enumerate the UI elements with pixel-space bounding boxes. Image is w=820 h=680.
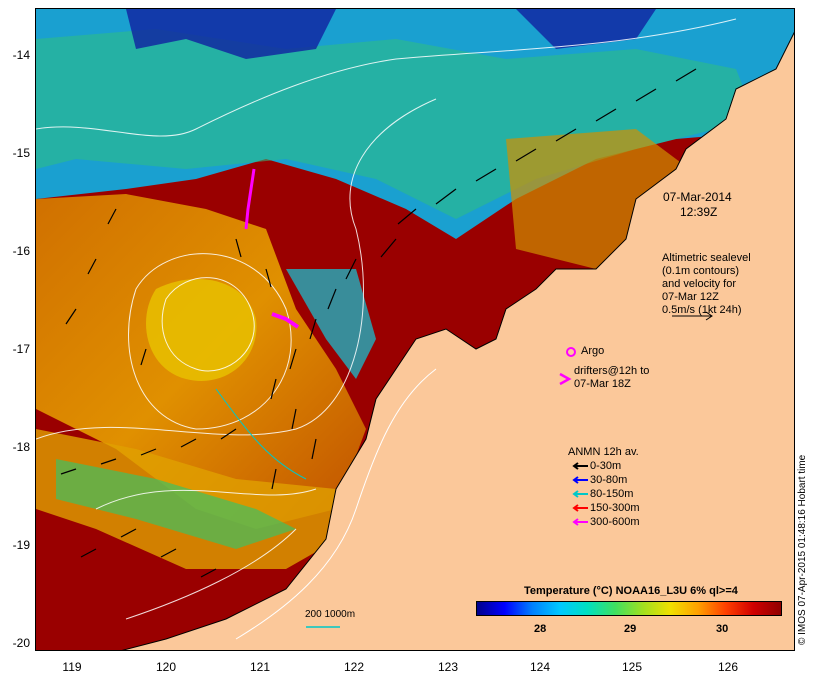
argo-label: Argo <box>581 345 605 357</box>
arrow-icon <box>572 462 588 470</box>
velocity-arrows <box>60 68 697 578</box>
altimetry-line: 07-Mar 12Z <box>662 291 719 303</box>
time-label: 12:39Z <box>680 205 718 219</box>
x-tick: 122 <box>343 660 365 674</box>
x-tick: 126 <box>717 660 739 674</box>
coastal-cyan-band <box>286 269 376 379</box>
y-tick: -19 <box>12 538 30 552</box>
anmn-legend-item: 80-150m <box>572 488 633 500</box>
x-tick: 125 <box>621 660 643 674</box>
sealevel-contours <box>36 18 737 620</box>
colorbar-tick: 30 <box>716 623 729 635</box>
anmn-legend-label: 150-300m <box>590 502 640 514</box>
anmn-legend-title: ANMN 12h av. <box>568 446 639 458</box>
anmn-legend-item: 300-600m <box>572 516 640 528</box>
y-tick: -14 <box>12 48 30 62</box>
anmn-legend-item: 0-30m <box>572 460 621 472</box>
isobath-1000m <box>215 388 307 480</box>
anmn-legend-item: 30-80m <box>572 474 627 486</box>
credit-text: © IMOS 07-Apr-2015 01:48:16 Hobart time <box>797 454 808 645</box>
drifter-legend-marker <box>559 372 572 386</box>
drifter-track-1 <box>244 168 256 230</box>
anmn-legend-label: 30-80m <box>590 474 628 486</box>
sst-map <box>35 8 795 651</box>
anmn-legend-item: 150-300m <box>572 502 640 514</box>
east-warm-patch <box>506 129 716 269</box>
navy-patches <box>126 9 656 59</box>
y-tick: -15 <box>12 146 30 160</box>
colorbar-tick: 28 <box>534 623 547 635</box>
altimetry-line: 0.5m/s (1kt 24h) <box>662 304 742 316</box>
y-tick: -17 <box>12 342 30 356</box>
southern-green-band <box>56 459 296 549</box>
altimetry-line: and velocity for <box>662 278 736 290</box>
arrow-icon <box>572 476 588 484</box>
date-label: 07-Mar-2014 <box>663 190 732 204</box>
colorbar-tick: 29 <box>624 623 637 635</box>
yellow-eddy <box>146 279 257 381</box>
arrow-icon <box>572 518 588 526</box>
drifters-line: 07-Mar 18Z <box>574 378 631 390</box>
isobath-200m <box>235 368 437 640</box>
x-tick: 124 <box>529 660 551 674</box>
y-tick: -20 <box>12 636 30 650</box>
anmn-legend-label: 0-30m <box>590 460 622 472</box>
drifter-track-2 <box>271 312 300 329</box>
arrow-icon <box>572 490 588 498</box>
x-tick: 121 <box>249 660 271 674</box>
australia-landmass <box>121 31 794 650</box>
arrow-icon <box>572 504 588 512</box>
colorbar-title: Temperature (°C) NOAA16_L3U 6% ql>=4 <box>524 585 738 597</box>
isobath-label: 200 1000m <box>305 609 356 620</box>
argo-marker <box>566 347 576 357</box>
y-tick: -18 <box>12 440 30 454</box>
green-water-north <box>36 29 756 219</box>
altimetry-line: (0.1m contours) <box>662 265 740 277</box>
anmn-legend-label: 80-150m <box>590 488 634 500</box>
x-tick: 123 <box>437 660 459 674</box>
x-tick: 120 <box>155 660 177 674</box>
altimetry-line: Altimetric sealevel <box>662 252 751 264</box>
altimetry-scale-arrow <box>672 311 713 321</box>
anmn-legend-label: 300-600m <box>590 516 640 528</box>
drifters-line: drifters@12h to <box>574 365 650 377</box>
colorbar <box>476 601 782 616</box>
y-tick: -16 <box>12 244 30 258</box>
x-tick: 119 <box>62 660 82 674</box>
sst-map-canvas <box>36 9 794 650</box>
